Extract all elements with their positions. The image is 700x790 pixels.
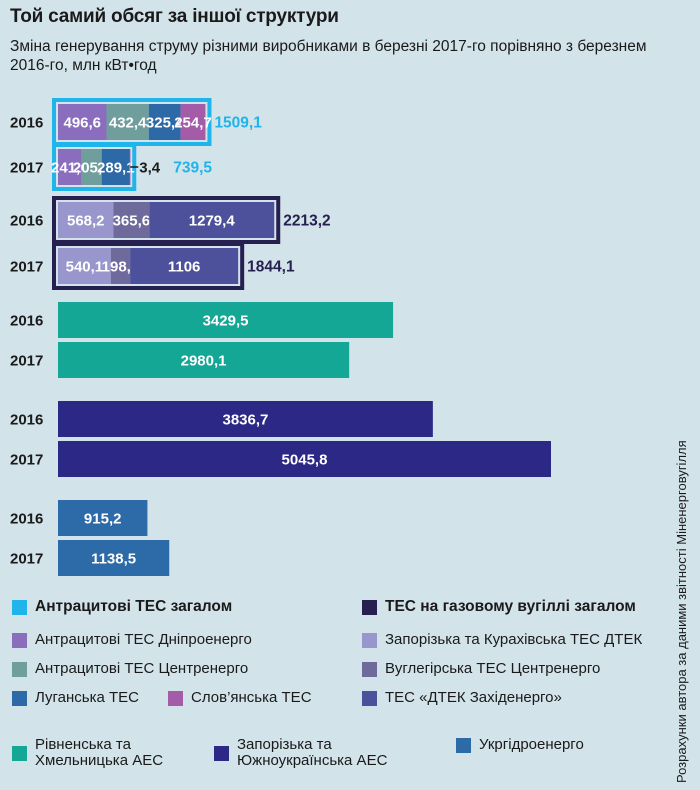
chart-title: Той самий обсяг за іншої структури xyxy=(10,6,339,27)
year-label: 2016 xyxy=(10,313,43,330)
bar-segment xyxy=(58,104,107,140)
bar-segment xyxy=(58,149,82,185)
bar-segment xyxy=(149,202,275,238)
legend-item: Запорізька та Южноукраїнська АЕС xyxy=(214,737,387,769)
legend-swatch xyxy=(12,632,27,648)
legend-swatch xyxy=(12,661,27,677)
data-label: 3,4 xyxy=(139,160,161,177)
source-credit: Розрахунки автора за даними звітності Мі… xyxy=(674,440,689,783)
data-label: 5045,8 xyxy=(282,452,328,469)
legend-label: Рівненська та Хмельницька АЕС xyxy=(35,736,164,769)
bar-segment xyxy=(106,104,149,140)
total-label: 1509,1 xyxy=(214,115,262,132)
bar-segment xyxy=(148,104,181,140)
year-label: 2017 xyxy=(10,551,43,568)
legend-label: ТЕС на газовому вугіллі загалом xyxy=(385,598,636,615)
data-label: 254,7 xyxy=(174,115,212,132)
data-label: 2980,1 xyxy=(181,353,227,370)
legend-label: Антрацитові ТЕС загалом xyxy=(35,598,233,615)
legend-item: Рівненська та Хмельницька АЕС xyxy=(12,737,163,769)
year-label: 2017 xyxy=(10,353,43,370)
bar-segment xyxy=(101,149,130,185)
data-label: 289,1 xyxy=(97,160,135,177)
legend-item: Антрацитові ТЕС Дніпроенерго xyxy=(12,632,252,648)
legend-item: Запорізька та Курахівська ТЕС ДТЕК xyxy=(362,632,642,648)
legend-label: Запорізька та Курахівська ТЕС ДТЕК xyxy=(385,631,643,648)
total-label: 1844,1 xyxy=(247,259,295,276)
legend-item: ТЕС на газовому вугіллі загалом xyxy=(362,599,636,615)
bar-segment xyxy=(58,202,114,238)
data-label: 365,6 xyxy=(113,213,151,230)
legend-label: Луганська ТЕС xyxy=(35,689,139,706)
legend-label: Антрацитові ТЕС Дніпроенерго xyxy=(35,631,252,648)
data-label: 432,4 xyxy=(109,115,147,132)
year-label: 2016 xyxy=(10,412,43,429)
chart-subtitle: Зміна генерування струму різними виробни… xyxy=(10,38,647,74)
data-label: 205,4 xyxy=(73,160,111,177)
data-label: 3836,7 xyxy=(222,412,268,429)
bar-segment xyxy=(58,540,170,576)
total-label: 2213,2 xyxy=(283,213,330,230)
data-label: 1279,4 xyxy=(189,213,236,230)
data-label: 496,6 xyxy=(63,115,101,132)
data-label: 540,1 xyxy=(66,259,104,276)
year-label: 2016 xyxy=(10,213,43,230)
total-label: 739,5 xyxy=(173,160,212,177)
legend-item: Антрацитові ТЕС загалом xyxy=(12,599,232,615)
legend-swatch xyxy=(362,661,377,677)
legend-item: Вуглегірська ТЕС Центренерго xyxy=(362,661,600,677)
bar-segment xyxy=(130,248,239,284)
data-label: 241,6 xyxy=(51,160,89,177)
bar-segment xyxy=(58,248,111,284)
data-label: 3429,5 xyxy=(203,313,249,330)
legend-swatch xyxy=(12,745,27,761)
legend-swatch xyxy=(362,599,377,615)
data-label: 198,0 xyxy=(102,259,140,276)
legend-swatch xyxy=(168,690,183,706)
bar-segment xyxy=(110,248,131,284)
legend-swatch xyxy=(362,690,377,706)
legend-swatch xyxy=(456,737,471,753)
group-outline xyxy=(52,242,245,290)
data-label: 325,4 xyxy=(146,115,184,132)
bar-segment xyxy=(180,104,206,140)
legend-swatch xyxy=(12,599,27,615)
legend-label: Слов’янська ТЕС xyxy=(191,689,312,706)
legend-item: Слов’янська ТЕС xyxy=(168,690,312,706)
legend-label: Вуглегірська ТЕС Центренерго xyxy=(385,660,601,677)
bar-segment xyxy=(81,149,102,185)
bar-segment xyxy=(58,302,394,338)
year-label: 2017 xyxy=(10,160,43,177)
legend-label: ТЕС «ДТЕК Західенерго» xyxy=(385,689,562,706)
bar-segment xyxy=(58,500,148,536)
legend-item: Луганська ТЕС xyxy=(12,690,139,706)
legend-item: ТЕС «ДТЕК Західенерго» xyxy=(362,690,562,706)
legend-item: Укргідроенерго xyxy=(456,737,584,753)
bar-segment xyxy=(58,401,433,437)
data-label: 1106 xyxy=(168,259,201,276)
year-label: 2017 xyxy=(10,259,43,276)
bar-segment xyxy=(58,441,551,477)
bar-segment xyxy=(58,342,350,378)
year-label: 2017 xyxy=(10,452,43,469)
legend-swatch xyxy=(12,690,27,706)
data-label: 1138,5 xyxy=(91,551,136,568)
legend-label: Запорізька та Южноукраїнська АЕС xyxy=(237,736,388,769)
year-label: 2016 xyxy=(10,511,43,528)
data-label: 915,2 xyxy=(84,511,122,528)
legend-swatch xyxy=(362,632,377,648)
year-label: 2016 xyxy=(10,115,43,132)
legend-label: Антрацитові ТЕС Центренерго xyxy=(35,660,249,677)
data-label: 568,2 xyxy=(67,213,105,230)
bar-segment xyxy=(113,202,150,238)
legend-label: Укргідроенерго xyxy=(479,736,584,753)
legend-swatch xyxy=(214,745,229,761)
legend-item: Антрацитові ТЕС Центренерго xyxy=(12,661,248,677)
bar-segment xyxy=(129,149,131,185)
